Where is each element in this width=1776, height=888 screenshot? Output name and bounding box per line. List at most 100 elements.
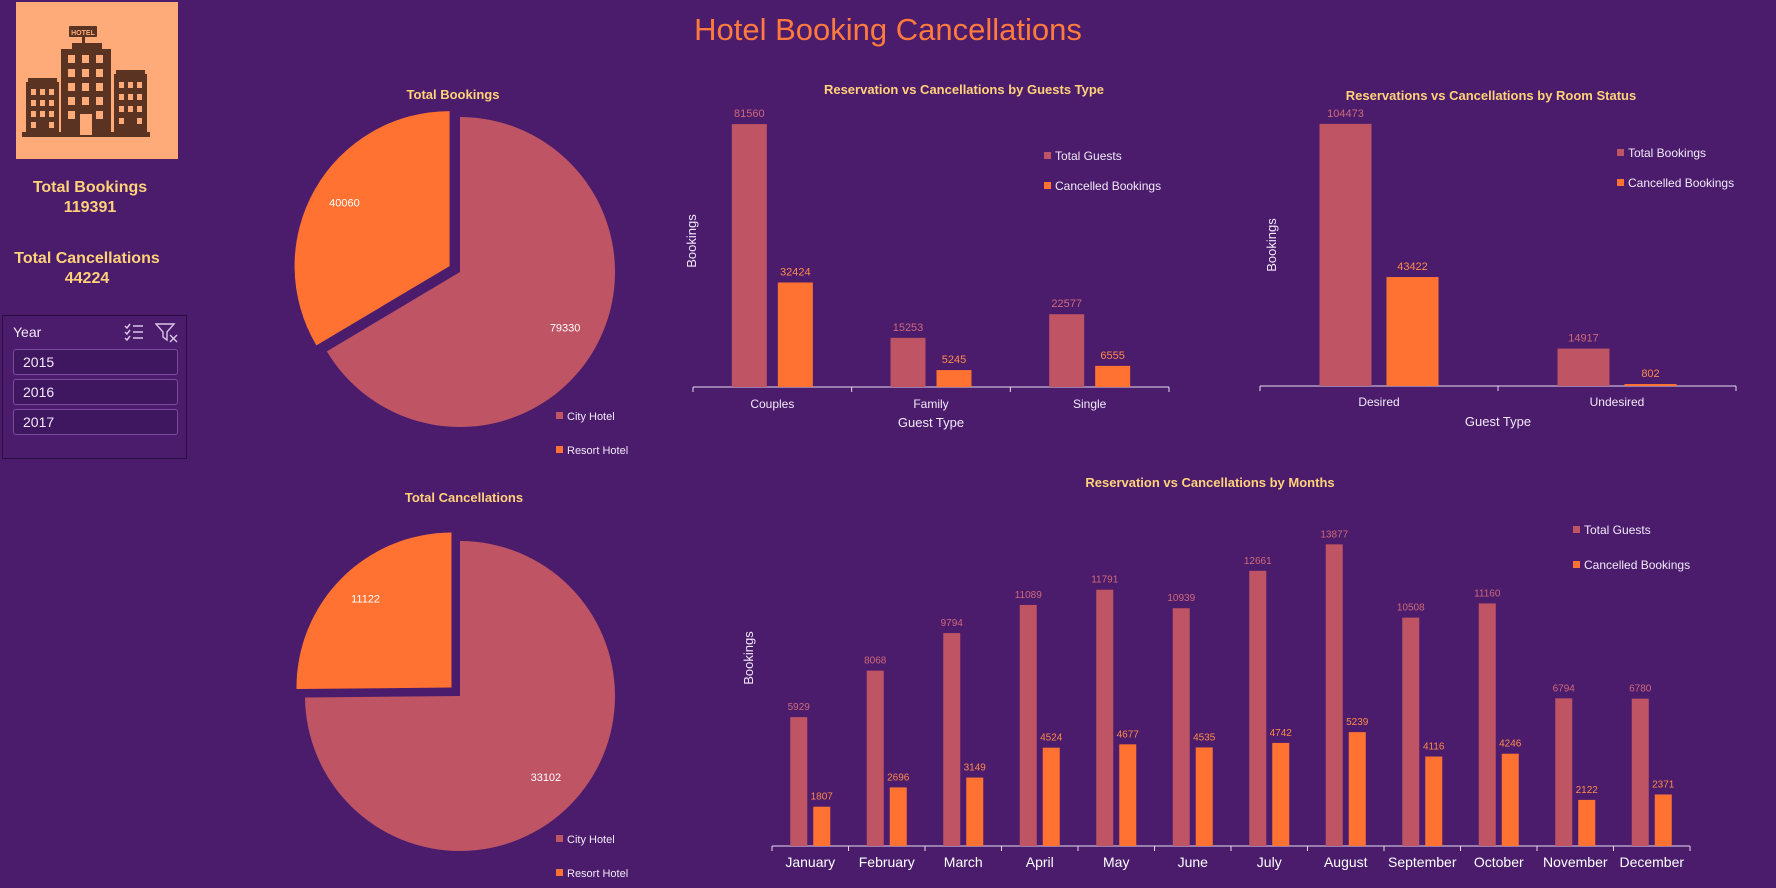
- room-status-bar-chart: Reservations vs Cancellations by Room St…: [1259, 88, 1737, 429]
- chart-title: Total Bookings: [407, 87, 500, 102]
- bar-cancelled-bookings-february: [889, 787, 907, 846]
- bar-cancelled-bookings-march: [966, 777, 984, 846]
- x-tick-label-august: August: [1324, 854, 1368, 870]
- total-bookings-pie-chart: Total Bookings 79330 40060 City Hotel Resort…: [294, 87, 628, 457]
- bar-cancelled-bookings-couples: [777, 282, 813, 387]
- data-label-cancelled-bookings-may: 4677: [1117, 729, 1140, 740]
- bar-cancelled-bookings-october: [1501, 753, 1519, 846]
- x-axis-title: Guest Type: [1465, 414, 1531, 429]
- clear-filter-icon[interactable]: [154, 322, 179, 349]
- chart-title: Reservation vs Cancellations by Months: [1085, 475, 1334, 490]
- data-label-cancelled-bookings-march: 3149: [964, 763, 987, 774]
- bar-total-guests-september: [1402, 617, 1420, 846]
- data-label-total-guests-june: 10939: [1167, 593, 1195, 604]
- x-tick-label-desired: Desired: [1358, 395, 1399, 409]
- bar-cancelled-bookings-december: [1654, 794, 1672, 846]
- pie-slice-city-hotel: [326, 117, 615, 427]
- bar-total-guests-february: [866, 670, 884, 846]
- data-label-total-guests-december: 6780: [1629, 684, 1652, 695]
- legend-label-total-guests: Total Guests: [1584, 523, 1651, 537]
- x-tick-label-july: July: [1257, 854, 1282, 870]
- data-label-cancelled-bookings-september: 4116: [1423, 742, 1445, 753]
- year-slicer: Year 2015 2016 2017: [2, 315, 187, 459]
- multi-select-icon[interactable]: [123, 322, 145, 347]
- data-label-cancelled-bookings-april: 4524: [1040, 733, 1063, 744]
- bar-cancelled-bookings-may: [1119, 744, 1137, 846]
- data-label-total-bookings-desired: 104473: [1327, 108, 1364, 120]
- bar-cancelled-bookings-november: [1578, 799, 1596, 846]
- x-tick-label-june: June: [1178, 854, 1209, 870]
- y-axis-title: Bookings: [741, 631, 756, 685]
- bar-total-bookings-undesired: [1557, 348, 1610, 386]
- dashboard-title: Hotel Booking Cancellations: [694, 12, 1082, 47]
- bar-total-guests-march: [943, 633, 961, 846]
- data-label-total-guests-may: 11791: [1091, 575, 1119, 586]
- pie-label-city-hotel: 33102: [531, 772, 562, 784]
- legend-label-cancelled-bookings: Cancelled Bookings: [1628, 176, 1734, 190]
- data-label-total-guests-january: 5929: [788, 702, 811, 713]
- chart-title: Reservation vs Cancellations by Guests T…: [824, 82, 1104, 97]
- legend-swatch-city-hotel: [556, 412, 563, 419]
- slicer-title: Year: [13, 324, 42, 340]
- hotel-logo: HOTEL: [16, 2, 178, 159]
- data-label-total-guests-family: 15253: [893, 322, 924, 334]
- legend-swatch-total-guests: [1573, 526, 1580, 533]
- bar-cancelled-bookings-undesired: [1624, 383, 1677, 386]
- bar-cancelled-bookings-desired: [1386, 277, 1439, 386]
- bar-cancelled-bookings-june: [1195, 747, 1213, 846]
- bar-cancelled-bookings-august: [1348, 732, 1366, 846]
- legend-swatch-resort-hotel: [556, 869, 563, 876]
- data-label-cancelled-bookings-couples: 32424: [780, 266, 811, 278]
- legend-label-city-hotel: City Hotel: [567, 411, 615, 423]
- x-tick-label-march: March: [944, 854, 983, 870]
- bar-total-bookings-desired: [1319, 123, 1372, 386]
- bar-total-guests-couples: [731, 124, 767, 388]
- x-tick-label-single: Single: [1073, 397, 1107, 411]
- data-label-cancelled-bookings-august: 5239: [1346, 717, 1369, 728]
- slicer-item-2015[interactable]: 2015: [13, 349, 178, 375]
- data-label-total-guests-march: 9794: [941, 618, 964, 629]
- bar-total-guests-august: [1325, 544, 1343, 846]
- x-tick-label-november: November: [1543, 854, 1608, 870]
- bar-cancelled-bookings-april: [1042, 747, 1060, 846]
- data-label-total-guests-september: 10508: [1397, 603, 1425, 614]
- x-tick-label-couples: Couples: [750, 397, 794, 411]
- data-label-cancelled-bookings-november: 2122: [1576, 785, 1599, 796]
- data-label-total-guests-couples: 81560: [734, 108, 765, 120]
- bar-total-guests-family: [890, 337, 926, 387]
- bar-cancelled-bookings-july: [1272, 742, 1290, 846]
- data-label-cancelled-bookings-july: 4742: [1270, 728, 1293, 739]
- legend-swatch-cancelled-bookings: [1044, 182, 1051, 189]
- x-tick-label-february: February: [859, 854, 915, 870]
- bar-total-guests-single: [1049, 314, 1085, 387]
- data-label-cancelled-bookings-undesired: 802: [1641, 368, 1659, 380]
- data-label-cancelled-bookings-family: 5245: [942, 354, 966, 366]
- hotel-building-icon: HOTEL: [22, 26, 150, 137]
- legend-label-total-guests: Total Guests: [1055, 149, 1122, 163]
- legend-swatch-cancelled-bookings: [1573, 561, 1580, 568]
- data-label-cancelled-bookings-desired: 43422: [1397, 261, 1428, 273]
- data-label-cancelled-bookings-january: 1807: [811, 792, 834, 803]
- data-label-total-guests-october: 11160: [1474, 588, 1501, 599]
- legend-label-cancelled-bookings: Cancelled Bookings: [1584, 558, 1690, 572]
- legend-label-city-hotel: City Hotel: [567, 834, 615, 846]
- svg-text:HOTEL: HOTEL: [71, 30, 95, 37]
- x-axis-title: Guest Type: [898, 415, 964, 430]
- slicer-item-2017[interactable]: 2017: [13, 409, 178, 435]
- pie-label-resort-hotel: 40060: [329, 197, 360, 209]
- data-label-total-guests-february: 8068: [864, 656, 887, 667]
- kpi-total-cancellations-value: 44224: [64, 270, 110, 287]
- bar-cancelled-bookings-family: [936, 370, 972, 387]
- slicer-item-2016[interactable]: 2016: [13, 379, 178, 405]
- legend-swatch-city-hotel: [556, 835, 563, 842]
- legend-swatch-cancelled-bookings: [1617, 179, 1624, 186]
- pie-slice-resort-hotel: [294, 111, 450, 346]
- bar-total-guests-april: [1019, 604, 1037, 846]
- x-tick-label-april: April: [1026, 854, 1054, 870]
- kpi-total-bookings-label: Total Bookings: [32, 179, 148, 196]
- x-tick-label-october: October: [1474, 854, 1524, 870]
- chart-title: Reservations vs Cancellations by Room St…: [1346, 88, 1636, 103]
- bar-cancelled-bookings-september: [1425, 756, 1443, 846]
- kpi-total-bookings-value: 119391: [63, 199, 117, 216]
- kpi-total-cancellations: Total Cancellations 44224: [2, 249, 172, 289]
